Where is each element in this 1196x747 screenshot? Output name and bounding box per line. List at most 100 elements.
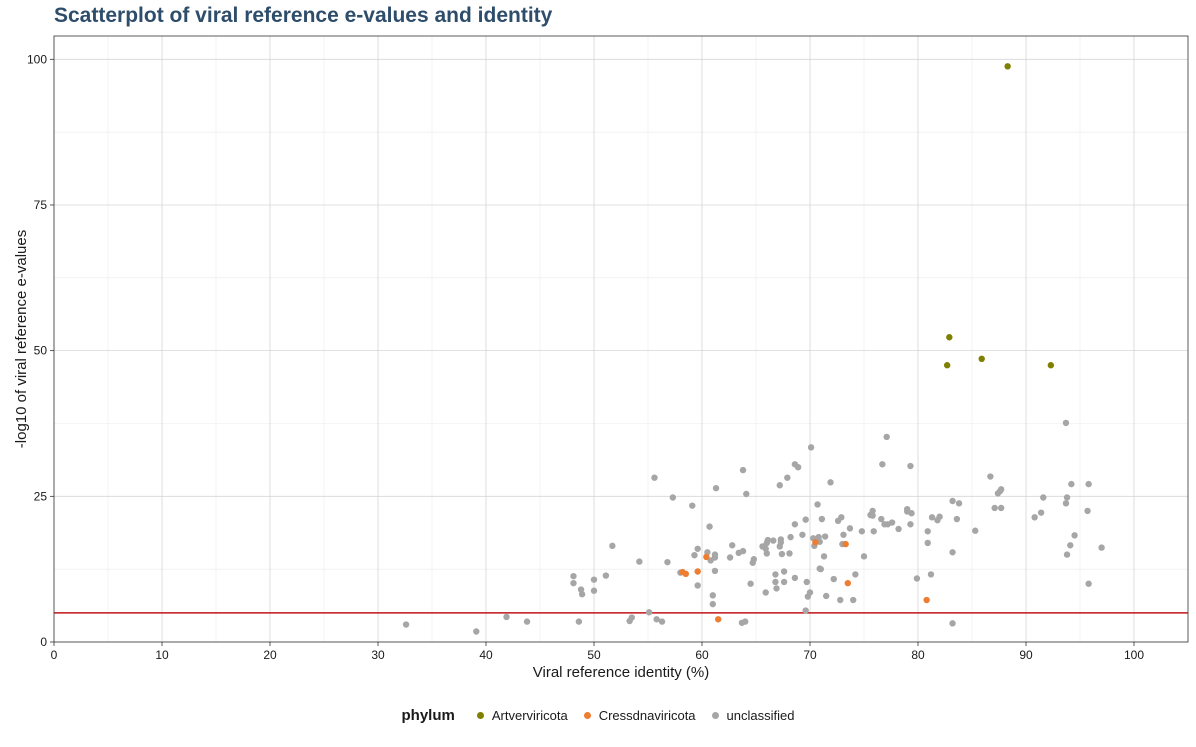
data-point: [883, 433, 890, 441]
data-point: [1062, 419, 1070, 427]
x-tick-label: 20: [263, 648, 277, 662]
legend-title: phylum: [401, 707, 455, 724]
x-tick-label: 50: [587, 648, 601, 662]
data-point: [590, 576, 598, 583]
data-point: [869, 507, 876, 515]
data-point: [943, 362, 951, 369]
data-point: [870, 528, 877, 535]
data-point: [923, 596, 930, 604]
data-point: [936, 513, 943, 520]
data-point: [972, 527, 979, 534]
data-point: [949, 620, 956, 627]
data-point: [689, 502, 696, 509]
x-tick-label: 40: [479, 648, 493, 662]
data-point: [814, 501, 821, 508]
chart-title: Scatterplot of viral reference e-values …: [54, 4, 553, 27]
data-point: [575, 618, 583, 625]
data-point: [812, 539, 819, 546]
y-tick-label: 75: [34, 198, 48, 212]
data-point: [924, 539, 931, 547]
legend-key-dot: [583, 712, 591, 719]
data-point: [842, 540, 849, 548]
data-point: [715, 616, 722, 623]
data-point: [978, 355, 985, 363]
data-point: [818, 515, 826, 523]
data-point: [1067, 542, 1074, 549]
x-tick-label: 0: [51, 648, 58, 662]
data-point: [658, 618, 666, 625]
x-tick-label: 80: [911, 648, 925, 662]
data-point: [711, 567, 719, 575]
data-point: [817, 565, 824, 573]
data-point: [987, 473, 994, 480]
x-tick-label: 70: [803, 648, 817, 662]
major-grid: [53, 36, 1188, 643]
legend-label: unclassified: [726, 708, 795, 723]
data-point: [1085, 580, 1092, 587]
data-point: [711, 551, 719, 558]
data-point: [739, 466, 747, 474]
data-point: [706, 523, 713, 530]
data-point: [799, 531, 806, 538]
data-point: [907, 462, 914, 470]
data-point: [1071, 532, 1078, 539]
data-point: [791, 521, 799, 528]
data-point: [780, 568, 788, 575]
data-point: [636, 558, 643, 565]
data-point: [928, 514, 936, 521]
data-point: [776, 543, 783, 550]
data-point: [955, 500, 963, 507]
data-point: [908, 510, 915, 517]
data-point: [747, 580, 754, 587]
data-point: [628, 614, 635, 621]
data-point: [844, 579, 851, 587]
data-point: [743, 490, 750, 498]
data-point: [791, 574, 799, 582]
data-point: [904, 505, 911, 513]
data-point: [712, 484, 720, 492]
data-point: [773, 585, 780, 592]
data-point: [523, 618, 531, 625]
data-point: [402, 621, 410, 628]
plot-panel: [54, 36, 1188, 642]
legend: phylum Artverviricota Cressdnaviricota unc…: [0, 707, 1196, 724]
data-point: [840, 531, 847, 538]
data-point: [1004, 63, 1011, 70]
data-point: [578, 591, 586, 598]
data-point: [473, 628, 480, 635]
legend-key-dot: [711, 712, 719, 719]
data-points: [402, 63, 1105, 635]
data-point: [997, 486, 1005, 493]
data-point: [742, 618, 749, 625]
data-point: [807, 444, 815, 451]
y-tick-label: 50: [34, 344, 48, 358]
data-point: [1040, 494, 1047, 501]
minor-grid: [54, 36, 1188, 642]
data-point: [669, 494, 677, 501]
data-point: [609, 542, 616, 550]
data-point: [709, 600, 716, 608]
data-point: [694, 582, 701, 589]
data-point: [664, 558, 671, 566]
data-point: [1062, 500, 1070, 507]
data-point: [653, 616, 660, 623]
data-point: [770, 537, 777, 544]
x-axis-title: Viral reference identity (%): [533, 664, 709, 681]
data-point: [694, 545, 701, 552]
data-point: [729, 542, 736, 549]
data-point: [590, 587, 598, 594]
data-point: [946, 334, 953, 341]
data-point: [703, 553, 710, 561]
y-tick-label: 0: [40, 635, 47, 649]
data-point: [1037, 509, 1045, 516]
data-point: [907, 521, 914, 528]
data-point: [860, 553, 868, 560]
data-point: [1063, 551, 1071, 558]
data-point: [802, 607, 809, 614]
x-tick-label: 60: [695, 648, 709, 662]
data-point: [823, 592, 830, 600]
data-point: [1098, 544, 1105, 551]
data-point: [895, 525, 902, 533]
x-tick-label: 90: [1019, 648, 1033, 662]
data-point: [691, 551, 698, 559]
